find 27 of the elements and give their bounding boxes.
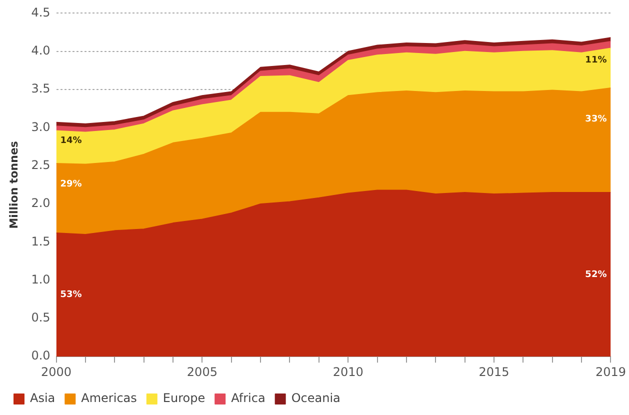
- y-tick-label: 2.0: [31, 196, 50, 210]
- annotation: 33%: [585, 114, 607, 125]
- y-tick-label: 2.5: [31, 158, 50, 172]
- legend-label: Oceania: [291, 391, 340, 406]
- annotation: 14%: [60, 136, 82, 146]
- x-tick-label: 2000: [41, 364, 72, 379]
- annotation: 29%: [60, 180, 82, 190]
- y-tick-label: 0.5: [31, 310, 50, 325]
- x-tick-label: 2010: [332, 364, 364, 379]
- y-tick-label: 1.0: [31, 272, 50, 286]
- legend-label: Africa: [231, 391, 266, 406]
- annotation: 53%: [60, 290, 82, 300]
- legend-label: Asia: [30, 391, 56, 406]
- legend-label: Europe: [162, 391, 206, 406]
- x-tick-label: 2019: [595, 364, 626, 379]
- y-tick-label: 4.5: [31, 5, 50, 20]
- y-tick-label: 3.0: [31, 120, 50, 134]
- y-tick-label: 0.0: [31, 348, 50, 363]
- legend-label: Americas: [81, 391, 137, 406]
- annotation: 11%: [585, 56, 607, 66]
- x-tick-label: 2015: [478, 364, 510, 379]
- y-axis-title: Million tonnes: [7, 140, 20, 229]
- y-tick-label: 3.5: [31, 82, 50, 96]
- y-tick-label: 4.0: [31, 43, 50, 58]
- annotation: 52%: [585, 270, 607, 280]
- y-tick-label: 1.5: [31, 234, 50, 248]
- x-tick-label: 2005: [186, 364, 218, 379]
